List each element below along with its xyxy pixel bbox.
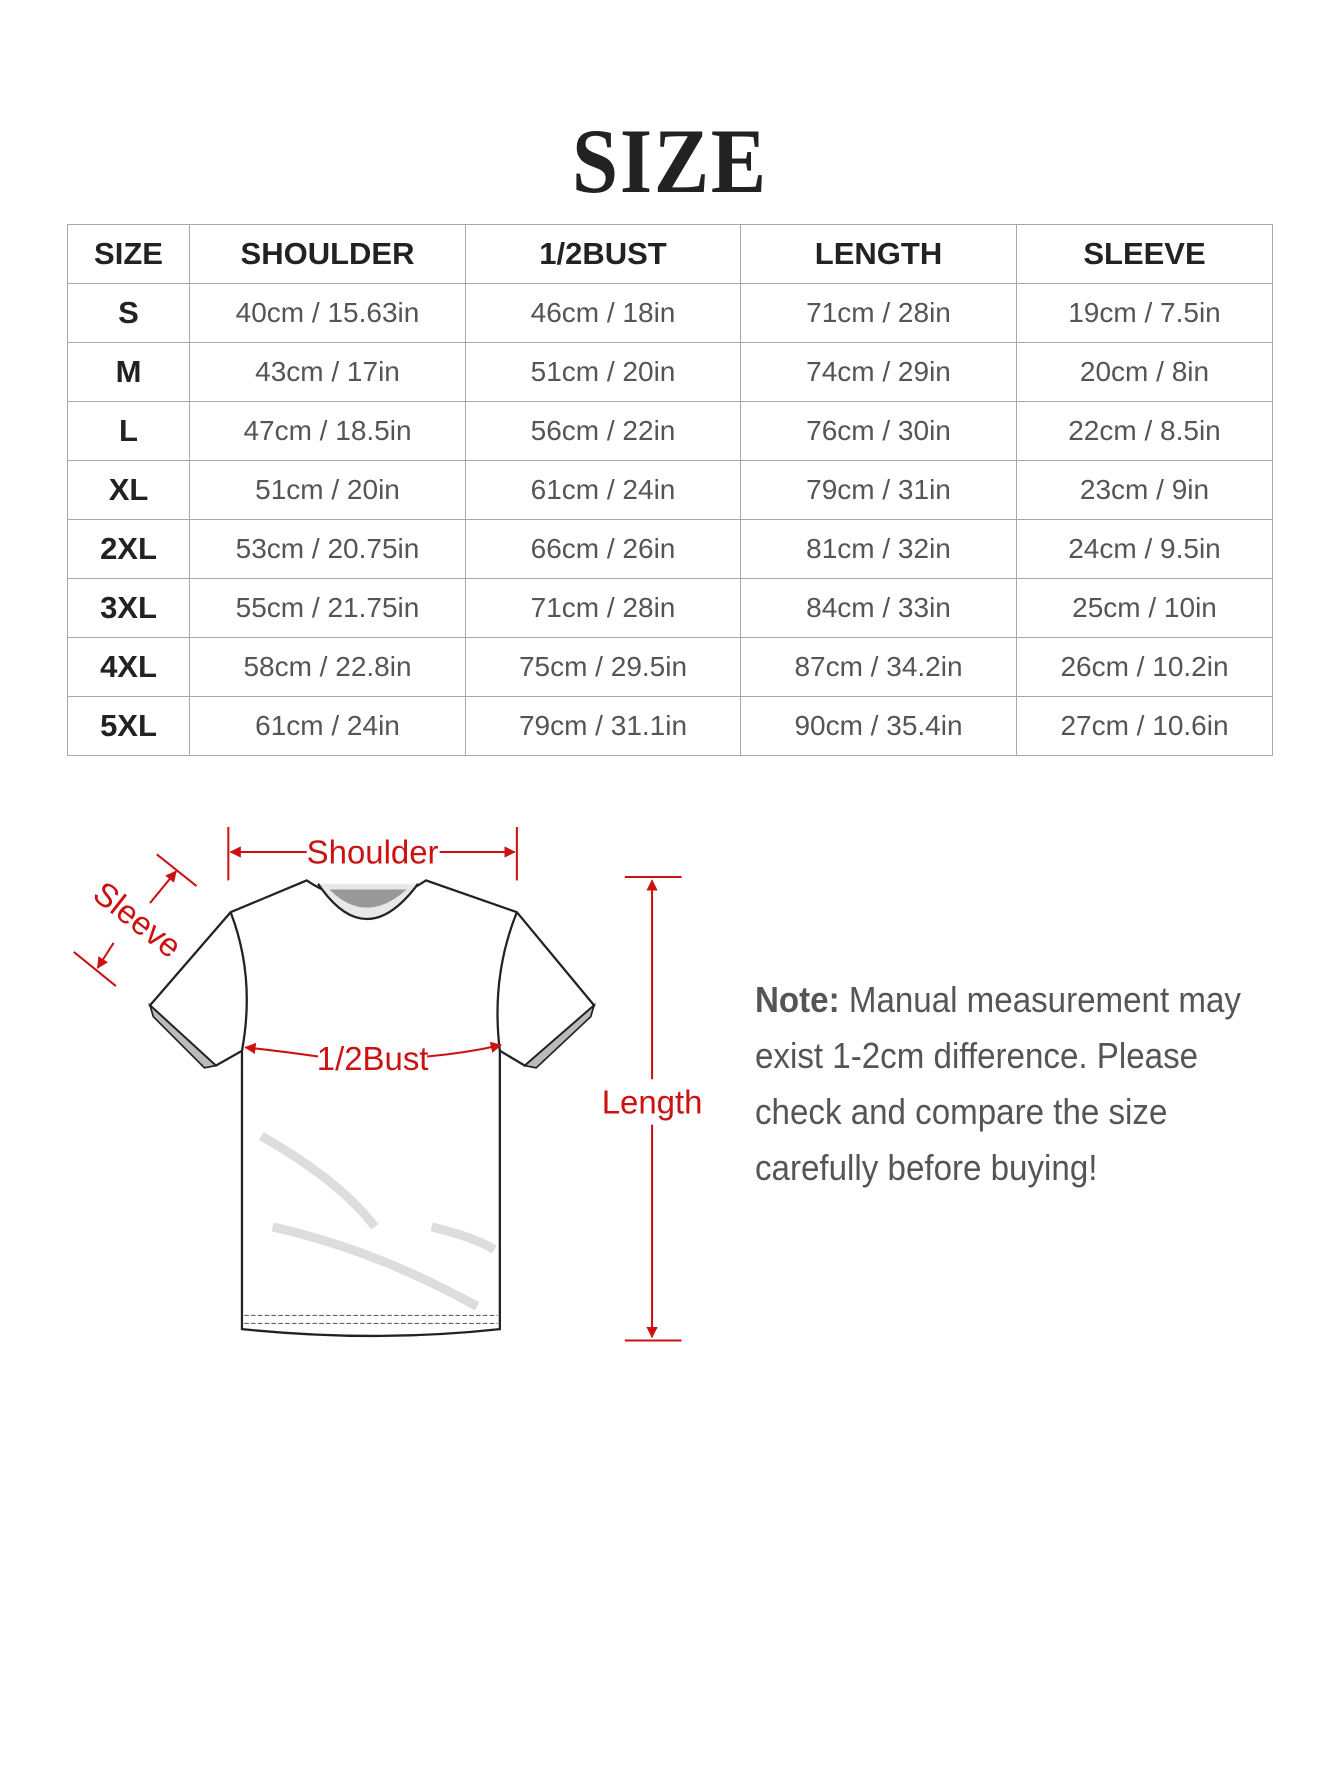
measurement-cell: 47cm / 18.5in	[189, 401, 466, 461]
size-cell: L	[67, 401, 190, 461]
measurement-cell: 71cm / 28in	[465, 578, 741, 638]
column-header: SLEEVE	[1016, 224, 1273, 284]
column-header: SIZE	[67, 224, 190, 284]
measurement-cell: 27cm / 10.6in	[1016, 696, 1273, 756]
size-table: SIZE SHOULDER 1/2BUST LENGTH SLEEVE S 40cm / …	[67, 224, 1273, 756]
table-row: M 43cm / 17in 51cm / 20in 74cm / 29in 20cm /…	[67, 342, 1273, 402]
column-header: LENGTH	[740, 224, 1017, 284]
table-row: 4XL 58cm / 22.8in 75cm / 29.5in 87cm / 34.2…	[67, 637, 1273, 697]
page-title: SIZE	[572, 110, 768, 212]
table-row: 5XL 61cm / 24in 79cm / 31.1in 90cm / 35.4in…	[67, 696, 1273, 756]
length-label: Length	[602, 1083, 703, 1120]
measurement-cell: 87cm / 34.2in	[740, 637, 1017, 697]
table-row: 2XL 53cm / 20.75in 66cm / 26in 81cm / 32in 2…	[67, 519, 1273, 579]
note-label: Note:	[755, 979, 840, 1020]
sleeve-label: Sleeve	[87, 874, 189, 965]
measurement-cell: 90cm / 35.4in	[740, 696, 1017, 756]
tshirt-measurement-diagram: Shoulder 1/2Bust Length Sleeve	[73, 827, 703, 1342]
shoulder-label: Shoulder	[307, 833, 439, 870]
measurement-cell: 53cm / 20.75in	[189, 519, 466, 579]
size-cell: 5XL	[67, 696, 190, 756]
measurement-cell: 46cm / 18in	[465, 283, 741, 343]
measurement-cell: 79cm / 31in	[740, 460, 1017, 520]
measurement-cell: 24cm / 9.5in	[1016, 519, 1273, 579]
measurement-cell: 22cm / 8.5in	[1016, 401, 1273, 461]
measurement-cell: 58cm / 22.8in	[189, 637, 466, 697]
measurement-cell: 76cm / 30in	[740, 401, 1017, 461]
measurement-cell: 81cm / 32in	[740, 519, 1017, 579]
measurement-cell: 43cm / 17in	[189, 342, 466, 402]
measurement-cell: 23cm / 9in	[1016, 460, 1273, 520]
table-row: 3XL 55cm / 21.75in 71cm / 28in 84cm / 33in 2…	[67, 578, 1273, 638]
measurement-cell: 25cm / 10in	[1016, 578, 1273, 638]
measurement-cell: 56cm / 22in	[465, 401, 741, 461]
measurement-note: Note: Manual measurement may exist 1-2cm…	[755, 972, 1252, 1196]
tshirt-icon	[148, 879, 596, 1338]
size-cell: XL	[67, 460, 190, 520]
measurement-cell: 74cm / 29in	[740, 342, 1017, 402]
measurement-cell: 40cm / 15.63in	[189, 283, 466, 343]
measurement-cell: 84cm / 33in	[740, 578, 1017, 638]
bust-label: 1/2Bust	[317, 1040, 429, 1077]
column-header: 1/2BUST	[465, 224, 741, 284]
measurement-cell: 55cm / 21.75in	[189, 578, 466, 638]
measurement-cell: 20cm / 8in	[1016, 342, 1273, 402]
table-row: L 47cm / 18.5in 56cm / 22in 76cm / 30in 22cm…	[67, 401, 1273, 461]
size-cell: 3XL	[67, 578, 190, 638]
note-text: Manual measurement may exist 1-2cm diffe…	[755, 979, 1241, 1188]
table-header-row: SIZE SHOULDER 1/2BUST LENGTH SLEEVE	[67, 224, 1273, 284]
table-row: XL 51cm / 20in 61cm / 24in 79cm / 31in 23cm …	[67, 460, 1273, 520]
column-header: SHOULDER	[189, 224, 466, 284]
measurement-cell: 66cm / 26in	[465, 519, 741, 579]
measurement-cell: 51cm / 20in	[465, 342, 741, 402]
measurement-cell: 71cm / 28in	[740, 283, 1017, 343]
measurement-cell: 61cm / 24in	[465, 460, 741, 520]
measurement-cell: 75cm / 29.5in	[465, 637, 741, 697]
size-cell: M	[67, 342, 190, 402]
measurement-cell: 61cm / 24in	[189, 696, 466, 756]
size-cell: 2XL	[67, 519, 190, 579]
measurement-cell: 26cm / 10.2in	[1016, 637, 1273, 697]
size-cell: S	[67, 283, 190, 343]
measurement-cell: 79cm / 31.1in	[465, 696, 741, 756]
measurement-cell: 51cm / 20in	[189, 460, 466, 520]
table-row: S 40cm / 15.63in 46cm / 18in 71cm / 28in 19c…	[67, 283, 1273, 343]
size-cell: 4XL	[67, 637, 190, 697]
measurement-cell: 19cm / 7.5in	[1016, 283, 1273, 343]
